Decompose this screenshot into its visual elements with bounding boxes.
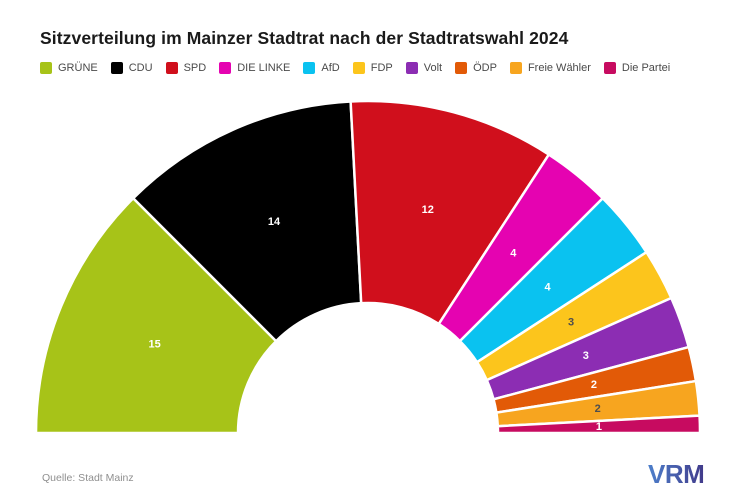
source-note: Quelle: Stadt Mainz <box>42 472 134 484</box>
legend-item-freie-w-hler: Freie Wähler <box>509 62 591 74</box>
segment-seat-count-volt: 3 <box>583 350 589 362</box>
segment-seat-count-die-linke: 4 <box>510 247 517 259</box>
legend-swatch-fdp <box>352 62 365 74</box>
legend-swatch-die-partei <box>603 62 616 74</box>
legend-item-cdu: CDU <box>110 62 153 74</box>
legend-label: DIE LINKE <box>237 62 291 74</box>
legend-item--dp: ÖDP <box>455 62 497 74</box>
segment-spd <box>349 99 551 326</box>
segment-seat-count-spd: 12 <box>422 204 434 216</box>
legend-swatch-spd <box>165 62 178 74</box>
legend-swatch-die-linke <box>219 62 232 74</box>
vrm-logo-graphic: VRM <box>648 459 705 489</box>
legend-swatch-gr-ne <box>40 62 52 74</box>
legend-label: Die Partei <box>621 62 671 74</box>
legend-item-gr-ne: GRÜNE <box>40 62 98 74</box>
chart-legend: GRÜNE CDU SPD DIE LINKE AfD FDP Volt ÖDP Freie W… <box>40 62 670 74</box>
legend-swatch-freie-w-hler <box>509 62 522 74</box>
legend-item-fdp: FDP <box>352 62 393 74</box>
legend-label: GRÜNE <box>58 62 98 74</box>
segment-seat-count-die-partei: 1 <box>596 421 602 433</box>
legend-item-afd: AfD <box>303 62 340 74</box>
legend-swatch-volt <box>405 62 418 74</box>
segment-seat-count--dp: 2 <box>591 379 597 391</box>
segment-seat-count-fdp: 3 <box>568 317 574 329</box>
segment-seat-count-cdu: 14 <box>268 216 281 228</box>
segment-cdu <box>131 100 363 343</box>
legend-label: AfD <box>321 62 340 74</box>
legend-swatch-afd <box>303 62 316 74</box>
legend-item-die-partei: Die Partei <box>603 62 671 74</box>
segment-seat-count-gr-ne: 15 <box>148 339 160 351</box>
segment-die-partei <box>496 414 702 435</box>
vrm-logo: VRM <box>648 459 720 493</box>
legend-swatch-cdu <box>110 62 123 74</box>
chart-title: Sitzverteilung im Mainzer Stadtrat nach … <box>40 28 569 48</box>
legend-label: Freie Wähler <box>527 62 591 74</box>
legend-label: FDP <box>370 62 393 74</box>
legend-label: CDU <box>128 62 153 74</box>
legend-label: SPD <box>183 62 207 74</box>
legend-label: ÖDP <box>473 62 497 74</box>
segment-seat-count-afd: 4 <box>544 282 551 294</box>
segment-gr-ne <box>34 196 278 435</box>
vrm-logo-text: VRM <box>648 460 704 488</box>
legend-swatch--dp <box>455 62 468 74</box>
segment-seat-count-freie-w-hler: 2 <box>595 403 601 415</box>
legend-label: Volt <box>423 62 443 74</box>
legend-item-volt: Volt <box>405 62 443 74</box>
legend-item-die-linke: DIE LINKE <box>219 62 290 74</box>
legend-item-spd: SPD <box>165 62 207 74</box>
